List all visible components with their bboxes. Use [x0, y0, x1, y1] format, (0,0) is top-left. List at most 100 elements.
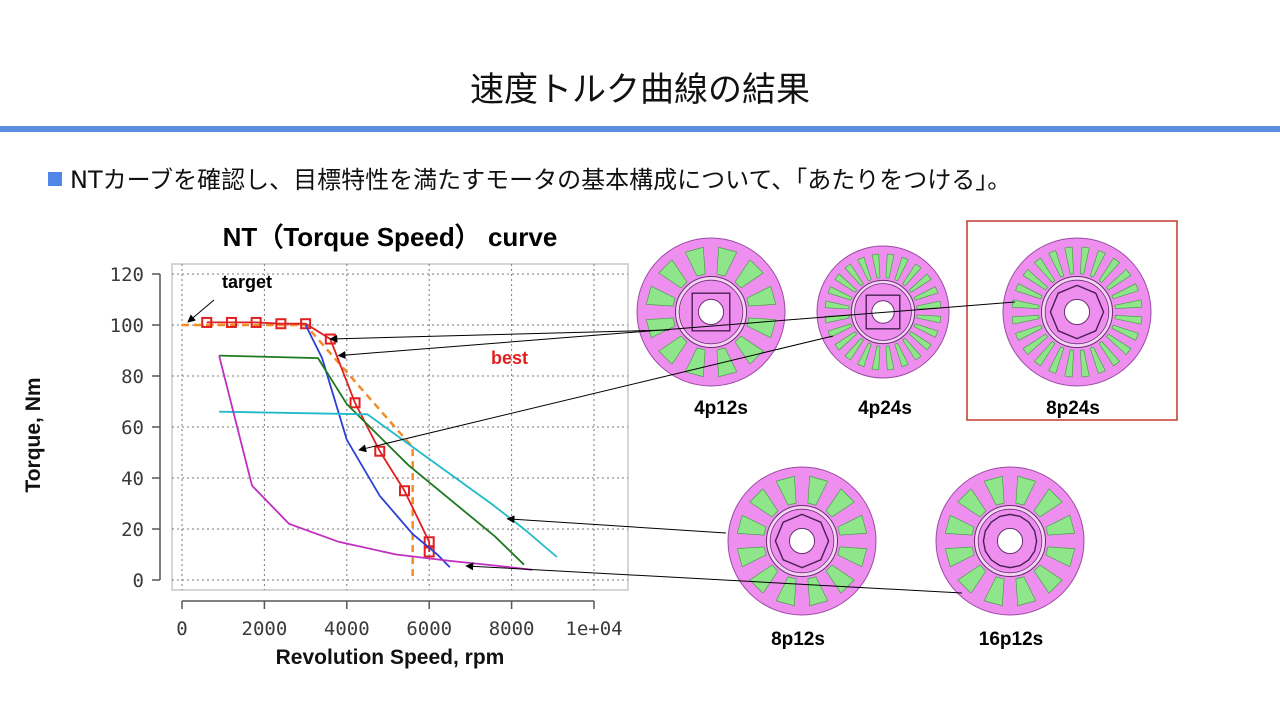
series-line-8p12s [219, 410, 558, 558]
coil-slot [1033, 257, 1056, 283]
coil-slot [1098, 341, 1121, 367]
coil-slot [894, 256, 909, 282]
motor-8p12s [727, 466, 877, 616]
coil-slot [734, 259, 764, 289]
x-tick-label: 1e+04 [565, 618, 622, 640]
y-tick-label: 60 [121, 417, 144, 439]
coil-slot [957, 564, 987, 594]
shaft-hole [1063, 298, 1091, 326]
bullet-text: NTカーブを確認し、目標特性を満たすモータの基本構成について、「あたりをつける」… [70, 166, 1012, 194]
coil-slot [684, 246, 706, 277]
coil-slot [1098, 257, 1121, 283]
coil-slot [658, 335, 688, 365]
coil-slot [1033, 488, 1063, 518]
coil-slot [1048, 250, 1065, 278]
coil-slot [908, 273, 932, 293]
coil-slot [807, 576, 829, 607]
coil-slot [1114, 299, 1143, 309]
coil-slot [916, 314, 942, 324]
series-point-8p24s [374, 445, 386, 457]
coil-slot [1114, 315, 1143, 325]
coil-slot [736, 546, 767, 568]
coil-slot [807, 475, 829, 506]
rotor-magnets [865, 294, 901, 330]
motor-label: 4p24s [858, 398, 912, 419]
y-tick-label: 100 [110, 315, 144, 337]
coil-slot [1033, 341, 1056, 367]
y-tick-label: 40 [121, 468, 144, 490]
series-point-8p24s [201, 316, 213, 328]
chart-axes [152, 273, 595, 609]
coil-slot [837, 514, 868, 536]
coil-slot [827, 323, 853, 338]
coil-slot [913, 323, 939, 338]
plot-frame [171, 263, 629, 591]
rotor-magnets [774, 513, 830, 569]
x-tick-label: 6000 [406, 618, 452, 640]
coil-slot [885, 253, 895, 279]
coil-slot [827, 286, 853, 301]
coil-slot [857, 342, 872, 368]
coil-slot [1011, 315, 1040, 325]
coil-slot [645, 317, 676, 339]
coil-slot [844, 337, 864, 361]
x-axis-label: Revolution Speed, rpm [276, 646, 505, 669]
coil-slot [1015, 475, 1037, 506]
coil-slot [1045, 514, 1076, 536]
coil-slot [658, 259, 688, 289]
coil-slot [1015, 283, 1043, 300]
coil-slot [902, 263, 922, 287]
best-annotation: best [491, 348, 528, 368]
coil-slot [1111, 283, 1139, 300]
coil-slot [1106, 333, 1132, 356]
coil-slot [734, 335, 764, 365]
coil-slot [1015, 324, 1043, 341]
motor-8p24s [1002, 237, 1152, 387]
motor-4p12s [636, 237, 786, 387]
motor-diagrams [636, 237, 1152, 616]
callout-arrow-16p12s [465, 562, 963, 594]
target-annotation: target [222, 272, 272, 292]
series-point-8p24s [349, 397, 361, 409]
coil-slot [902, 337, 922, 361]
bullet-square-icon [48, 172, 62, 186]
coil-slot [825, 564, 855, 594]
series-point-8p24s [398, 485, 410, 497]
coil-slot [871, 345, 881, 371]
coil-slot [736, 514, 767, 536]
chart-title: NT（Torque Speed） curve [223, 222, 558, 252]
rotor-magnets [982, 513, 1038, 569]
motor-16p12s [935, 466, 1085, 616]
x-tick-label: 2000 [242, 618, 288, 640]
series-point-8p24s [300, 318, 312, 330]
coil-slot [749, 564, 779, 594]
coil-slot [944, 546, 975, 568]
coil-slot [1089, 346, 1106, 374]
series-line-16p12s [218, 355, 533, 571]
series-line-4p12s [304, 324, 451, 568]
coil-slot [1111, 324, 1139, 341]
y-tick-label: 0 [133, 570, 144, 592]
motor-label: 8p12s [771, 629, 825, 650]
coil-slot [844, 263, 864, 287]
chart-text: 0 20 40 60 80 100 120 0 2000 4000 6000 8000 1e+04 NT（… [22, 222, 1100, 669]
series-line-4p24s [219, 354, 525, 566]
coil-slot [746, 285, 777, 307]
coil-slot [957, 488, 987, 518]
y-tick-label: 80 [121, 366, 144, 388]
coil-slot [1064, 349, 1074, 378]
coil-slot [1022, 333, 1048, 356]
coil-slot [1048, 346, 1065, 374]
coil-slot [775, 475, 797, 506]
callout-arrow-4p12s [329, 329, 670, 343]
y-tick-label: 20 [121, 519, 144, 541]
x-tick-label: 0 [176, 618, 187, 640]
coil-slot [1045, 546, 1076, 568]
coil-slot [894, 342, 909, 368]
coil-slot [1089, 250, 1106, 278]
series-line-target [182, 323, 414, 580]
coil-slot [857, 256, 872, 282]
series-point-8p24s [423, 536, 435, 548]
shaft-hole [996, 527, 1024, 555]
motor-label: 16p12s [979, 629, 1043, 650]
